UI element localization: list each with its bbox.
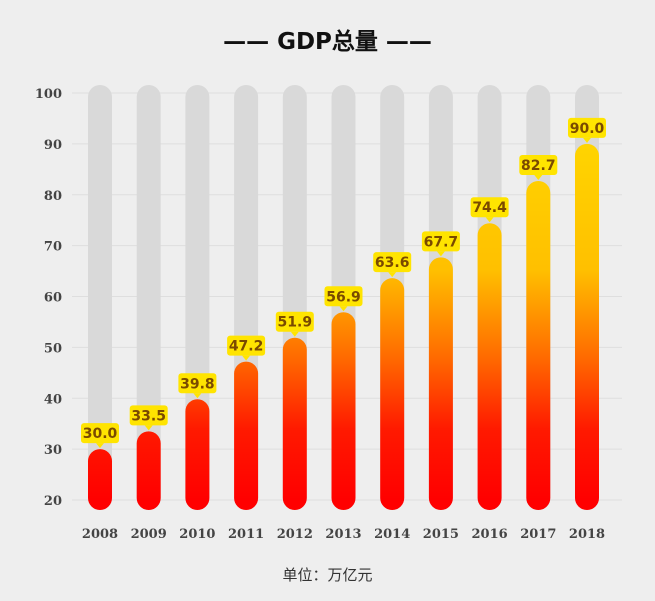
bar-2011 bbox=[234, 361, 259, 510]
data-label-pointer bbox=[339, 306, 348, 312]
data-label-value: 30.0 bbox=[83, 426, 118, 442]
data-label-2013: 56.9 bbox=[324, 286, 363, 312]
x-tick-label: 2016 bbox=[472, 527, 508, 542]
data-label-bg bbox=[227, 335, 266, 356]
data-label-pointer bbox=[290, 331, 299, 337]
data-label-2017: 82.7 bbox=[519, 155, 558, 181]
data-label-value: 51.9 bbox=[278, 315, 313, 331]
data-label-bg bbox=[568, 117, 606, 138]
x-tick-label: 2010 bbox=[179, 527, 215, 542]
data-labels: 30.0 33.5 39.8 47.2 51.9 56.9 63.6 67.7 74.4 82.7… bbox=[81, 117, 606, 449]
data-label-value: 56.9 bbox=[326, 289, 361, 305]
bar-track bbox=[136, 85, 161, 510]
data-label-pointer bbox=[193, 393, 202, 399]
bar-2010 bbox=[185, 399, 210, 510]
x-tick-label: 2008 bbox=[82, 527, 118, 542]
bar-2008 bbox=[88, 449, 112, 510]
bar-2015 bbox=[428, 257, 453, 510]
data-label-value: 74.4 bbox=[472, 200, 507, 216]
data-label-bg bbox=[81, 423, 119, 444]
y-tick-label: 30 bbox=[44, 443, 62, 458]
bar-2014 bbox=[380, 278, 405, 510]
chart-title: —— GDP总量 —— bbox=[223, 29, 432, 55]
data-label-value: 67.7 bbox=[424, 234, 459, 250]
data-label-2014: 63.6 bbox=[373, 252, 412, 278]
bar-2013 bbox=[331, 312, 356, 510]
y-tick-label: 90 bbox=[44, 138, 62, 153]
y-tick-label: 100 bbox=[35, 87, 62, 102]
data-label-bg bbox=[178, 373, 217, 394]
data-label-pointer bbox=[388, 272, 397, 278]
unit-label: 单位：万亿元 bbox=[282, 566, 373, 584]
bar-2018 bbox=[575, 143, 599, 510]
x-tick-label: 2011 bbox=[228, 527, 264, 542]
data-label-2008: 30.0 bbox=[81, 423, 119, 449]
x-tick-label: 2012 bbox=[277, 527, 313, 542]
data-label-value: 82.7 bbox=[521, 158, 556, 174]
x-tick-label: 2017 bbox=[520, 527, 556, 542]
data-label-value: 33.5 bbox=[131, 408, 166, 424]
bars bbox=[88, 143, 599, 511]
data-label-bg bbox=[275, 311, 314, 332]
data-label-value: 47.2 bbox=[229, 339, 264, 355]
data-label-pointer bbox=[485, 217, 494, 223]
x-tick-label: 2018 bbox=[569, 527, 605, 542]
data-label-2009: 33.5 bbox=[129, 405, 168, 431]
x-tick-label: 2013 bbox=[325, 527, 361, 542]
y-axis: 100 90 80 70 60 50 40 30 20 bbox=[35, 87, 62, 509]
data-label-value: 39.8 bbox=[180, 376, 215, 392]
data-label-2012: 51.9 bbox=[275, 311, 314, 337]
data-label-2011: 47.2 bbox=[227, 335, 266, 361]
data-label-bg bbox=[519, 155, 558, 176]
data-label-bg bbox=[373, 252, 412, 273]
data-label-bg bbox=[421, 231, 460, 252]
data-label-pointer bbox=[144, 425, 153, 431]
data-label-2015: 67.7 bbox=[421, 231, 460, 257]
data-label-value: 90.0 bbox=[570, 121, 605, 137]
y-tick-label: 60 bbox=[44, 291, 62, 306]
bar-2012 bbox=[282, 337, 307, 510]
bar-2009 bbox=[136, 431, 161, 510]
data-label-bg bbox=[324, 286, 363, 307]
data-label-pointer bbox=[96, 443, 104, 449]
bar-2017 bbox=[526, 181, 551, 511]
data-label-2016: 74.4 bbox=[470, 197, 509, 223]
x-tick-label: 2009 bbox=[131, 527, 167, 542]
data-label-pointer bbox=[583, 137, 591, 143]
y-tick-label: 70 bbox=[44, 240, 62, 255]
y-tick-label: 80 bbox=[44, 189, 62, 204]
data-label-bg bbox=[129, 405, 168, 426]
data-label-2010: 39.8 bbox=[178, 373, 217, 399]
data-label-pointer bbox=[242, 355, 251, 361]
data-label-pointer bbox=[534, 175, 543, 181]
x-axis: 2008 2009 2010 2011 2012 2013 2014 2015 2016 2017… bbox=[82, 527, 605, 542]
y-tick-label: 20 bbox=[44, 494, 62, 509]
bar-2016 bbox=[477, 223, 502, 511]
bar-track bbox=[88, 85, 112, 510]
y-tick-label: 40 bbox=[44, 392, 62, 407]
data-label-value: 63.6 bbox=[375, 255, 410, 271]
data-label-pointer bbox=[436, 251, 445, 257]
data-label-2018: 90.0 bbox=[568, 117, 606, 143]
x-tick-label: 2015 bbox=[423, 527, 459, 542]
x-tick-label: 2014 bbox=[374, 527, 410, 542]
y-tick-label: 50 bbox=[44, 341, 62, 356]
data-label-bg bbox=[470, 197, 509, 218]
